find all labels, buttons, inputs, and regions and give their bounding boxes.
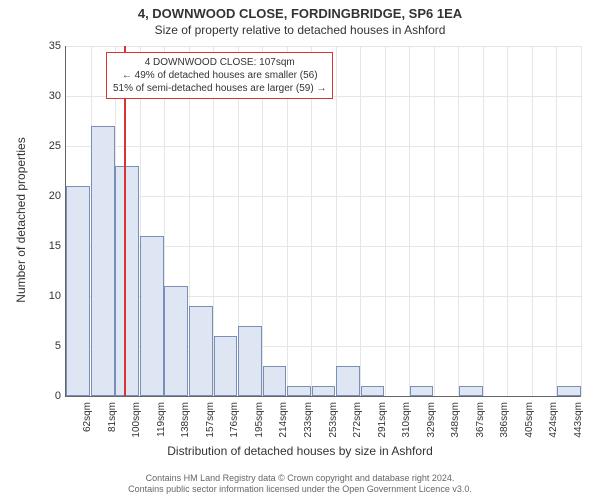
- x-tick-label: 329sqm: [426, 402, 437, 438]
- x-tick-label: 367sqm: [475, 402, 486, 438]
- histogram-bar: [557, 386, 581, 396]
- x-tick-label: 291sqm: [377, 402, 388, 438]
- x-axis-label: Distribution of detached houses by size …: [0, 444, 600, 458]
- gridline-h: [66, 196, 581, 197]
- chart-title-1: 4, DOWNWOOD CLOSE, FORDINGBRIDGE, SP6 1E…: [0, 0, 600, 21]
- gridline-h: [66, 46, 581, 47]
- x-tick-label: 138sqm: [180, 402, 191, 438]
- histogram-bar: [91, 126, 115, 396]
- y-tick-label: 35: [31, 40, 61, 52]
- gridline-v: [532, 46, 533, 396]
- gridline-v: [556, 46, 557, 396]
- x-tick-label: 157sqm: [205, 402, 216, 438]
- histogram-bar: [140, 236, 164, 396]
- histogram-bar: [263, 366, 287, 396]
- x-tick-label: 272sqm: [352, 402, 363, 438]
- histogram-bar: [115, 166, 139, 396]
- y-tick-label: 0: [31, 390, 61, 402]
- histogram-bar: [238, 326, 262, 396]
- y-tick-label: 5: [31, 340, 61, 352]
- annotation-line: 4 DOWNWOOD CLOSE: 107sqm: [113, 56, 326, 69]
- histogram-bar: [189, 306, 213, 396]
- x-tick-label: 443sqm: [573, 402, 584, 438]
- x-tick-label: 348sqm: [450, 402, 461, 438]
- histogram-bar: [459, 386, 483, 396]
- gridline-v: [581, 46, 582, 396]
- plot-area: 0510152025303562sqm81sqm100sqm119sqm138s…: [65, 46, 581, 397]
- gridline-v: [434, 46, 435, 396]
- footer: Contains HM Land Registry data © Crown c…: [0, 473, 600, 496]
- footer-line-2: Contains public sector information licen…: [0, 484, 600, 496]
- x-tick-label: 405sqm: [524, 402, 535, 438]
- annotation-box: 4 DOWNWOOD CLOSE: 107sqm← 49% of detache…: [106, 52, 333, 99]
- chart-title-2: Size of property relative to detached ho…: [0, 21, 600, 37]
- annotation-line: 51% of semi-detached houses are larger (…: [113, 82, 326, 95]
- y-tick-label: 15: [31, 240, 61, 252]
- x-tick-label: 195sqm: [254, 402, 265, 438]
- y-tick-label: 30: [31, 90, 61, 102]
- x-tick-label: 100sqm: [131, 402, 142, 438]
- histogram-bar: [214, 336, 238, 396]
- x-tick-label: 119sqm: [156, 402, 167, 437]
- y-tick-label: 20: [31, 190, 61, 202]
- y-tick-label: 25: [31, 140, 61, 152]
- gridline-v: [360, 46, 361, 396]
- footer-line-1: Contains HM Land Registry data © Crown c…: [0, 473, 600, 485]
- x-tick-label: 81sqm: [107, 402, 118, 432]
- x-tick-label: 424sqm: [548, 402, 559, 438]
- histogram-bar: [410, 386, 434, 396]
- gridline-v: [483, 46, 484, 396]
- y-tick-label: 10: [31, 290, 61, 302]
- gridline-v: [385, 46, 386, 396]
- chart-container: 4, DOWNWOOD CLOSE, FORDINGBRIDGE, SP6 1E…: [0, 0, 600, 500]
- gridline-h: [66, 146, 581, 147]
- x-tick-label: 233sqm: [303, 402, 314, 438]
- x-tick-label: 176sqm: [229, 402, 240, 438]
- histogram-bar: [312, 386, 336, 396]
- chart-area: 0510152025303562sqm81sqm100sqm119sqm138s…: [65, 46, 580, 396]
- gridline-v: [336, 46, 337, 396]
- x-tick-label: 310sqm: [401, 402, 412, 438]
- x-tick-label: 214sqm: [278, 402, 289, 438]
- histogram-bar: [287, 386, 311, 396]
- annotation-line: ← 49% of detached houses are smaller (56…: [113, 69, 326, 82]
- x-tick-label: 62sqm: [82, 402, 93, 432]
- histogram-bar: [361, 386, 385, 396]
- histogram-bar: [164, 286, 188, 396]
- gridline-v: [458, 46, 459, 396]
- x-tick-label: 386sqm: [499, 402, 510, 438]
- y-axis-label: Number of detached properties: [14, 137, 28, 302]
- gridline-v: [507, 46, 508, 396]
- x-tick-label: 253sqm: [328, 402, 339, 438]
- gridline-v: [409, 46, 410, 396]
- histogram-bar: [66, 186, 90, 396]
- histogram-bar: [336, 366, 360, 396]
